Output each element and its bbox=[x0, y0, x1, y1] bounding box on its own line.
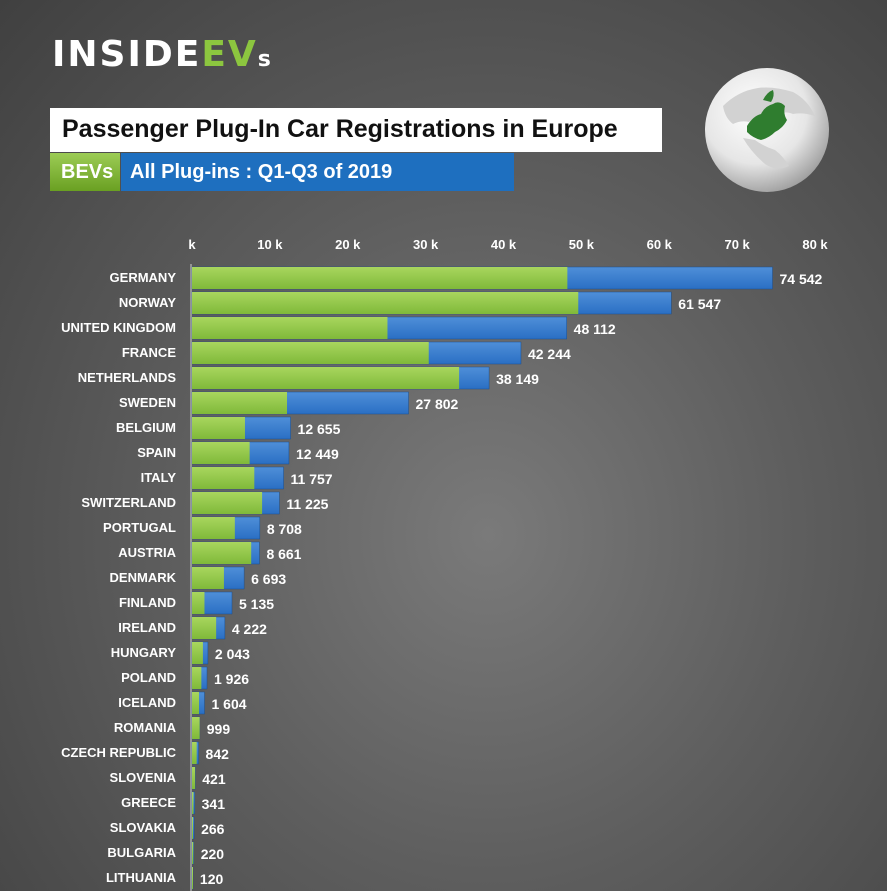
category-label: NORWAY bbox=[119, 295, 176, 310]
x-tick-label: 20 k bbox=[335, 237, 361, 252]
bev-bar bbox=[192, 617, 217, 639]
data-label: 341 bbox=[202, 796, 226, 812]
x-tick-label: 50 k bbox=[569, 237, 595, 252]
europe-globe-icon bbox=[705, 68, 829, 192]
bev-bar bbox=[192, 667, 202, 689]
data-label: 999 bbox=[207, 721, 231, 737]
data-label: 6 693 bbox=[251, 571, 286, 587]
bev-bar bbox=[192, 317, 388, 339]
data-label: 11 225 bbox=[286, 496, 328, 512]
category-label: SLOVAKIA bbox=[110, 820, 177, 835]
data-label: 842 bbox=[206, 746, 230, 762]
data-label: 27 802 bbox=[416, 396, 459, 412]
logo-main-text: INSIDE bbox=[52, 34, 202, 75]
data-label: 12 655 bbox=[298, 421, 341, 437]
category-label: HUNGARY bbox=[111, 645, 177, 660]
bev-bar bbox=[192, 517, 235, 539]
category-label: POLAND bbox=[121, 670, 176, 685]
data-label: 42 244 bbox=[528, 346, 571, 362]
legend-all-plugins: All Plug-ins : Q1-Q3 of 2019 bbox=[121, 153, 514, 191]
x-tick-label: 60 k bbox=[647, 237, 673, 252]
data-label: 5 135 bbox=[239, 596, 274, 612]
data-label: 220 bbox=[201, 846, 225, 862]
data-label: 74 542 bbox=[779, 271, 822, 287]
bev-bar bbox=[192, 817, 193, 839]
bev-bar bbox=[192, 767, 196, 789]
category-label: BULGARIA bbox=[107, 845, 176, 860]
category-label: LITHUANIA bbox=[106, 870, 177, 885]
data-label: 2 043 bbox=[215, 646, 250, 662]
category-label: ITALY bbox=[141, 470, 177, 485]
data-label: 38 149 bbox=[496, 371, 539, 387]
logo-s-text: s bbox=[257, 47, 273, 72]
bev-bar bbox=[192, 742, 197, 764]
category-label: IRELAND bbox=[118, 620, 176, 635]
insideevs-logo: INSIDEEVs bbox=[52, 34, 273, 75]
chart-title: Passenger Plug-In Car Registrations in E… bbox=[50, 108, 662, 152]
data-label: 48 112 bbox=[574, 321, 616, 337]
bev-bar bbox=[192, 367, 460, 389]
category-label: FRANCE bbox=[122, 345, 176, 360]
category-label: FINLAND bbox=[119, 595, 176, 610]
bev-bar bbox=[192, 492, 263, 514]
data-label: 266 bbox=[201, 821, 225, 837]
data-label: 8 661 bbox=[266, 546, 301, 562]
bev-bar bbox=[192, 842, 194, 864]
category-label: PORTUGAL bbox=[103, 520, 176, 535]
data-label: 12 449 bbox=[296, 446, 339, 462]
bev-bar bbox=[192, 567, 224, 589]
data-label: 421 bbox=[202, 771, 226, 787]
x-tick-label: 70 k bbox=[724, 237, 750, 252]
category-label: SLOVENIA bbox=[110, 770, 177, 785]
bev-bar bbox=[192, 592, 205, 614]
category-label: SWEDEN bbox=[119, 395, 176, 410]
bev-bar bbox=[192, 267, 568, 289]
category-label: GREECE bbox=[121, 795, 176, 810]
x-tick-label: 80 k bbox=[802, 237, 828, 252]
category-label: DENMARK bbox=[110, 570, 177, 585]
bev-bar bbox=[192, 467, 255, 489]
category-label: CZECH REPUBLIC bbox=[61, 745, 176, 760]
logo-ev-text: EV bbox=[201, 34, 258, 75]
data-label: 8 708 bbox=[267, 521, 302, 537]
bev-bar bbox=[192, 292, 579, 314]
category-label: SPAIN bbox=[137, 445, 176, 460]
category-label: NETHERLANDS bbox=[78, 370, 177, 385]
x-tick-label: 30 k bbox=[413, 237, 439, 252]
data-label: 120 bbox=[200, 871, 224, 887]
x-tick-label: k bbox=[188, 237, 196, 252]
category-label: BELGIUM bbox=[116, 420, 176, 435]
category-label: ICELAND bbox=[118, 695, 176, 710]
category-label: ROMANIA bbox=[114, 720, 177, 735]
bev-bar bbox=[192, 417, 245, 439]
bev-bar bbox=[192, 867, 193, 889]
category-label: SWITZERLAND bbox=[81, 495, 176, 510]
x-tick-label: 10 k bbox=[257, 237, 283, 252]
bev-bar bbox=[192, 792, 194, 814]
bev-bar bbox=[192, 717, 200, 739]
data-label: 61 547 bbox=[678, 296, 721, 312]
x-tick-label: 40 k bbox=[491, 237, 517, 252]
bev-bar bbox=[192, 542, 252, 564]
category-label: AUSTRIA bbox=[118, 545, 176, 560]
bev-bar bbox=[192, 692, 200, 714]
data-label: 11 757 bbox=[291, 471, 333, 487]
data-label: 4 222 bbox=[232, 621, 267, 637]
data-label: 1 604 bbox=[211, 696, 246, 712]
bev-bar bbox=[192, 392, 288, 414]
bev-bar bbox=[192, 342, 429, 364]
bev-bar bbox=[192, 642, 203, 664]
legend-bevs: BEVs bbox=[50, 153, 120, 191]
category-label: UNITED KINGDOM bbox=[61, 320, 176, 335]
data-label: 1 926 bbox=[214, 671, 249, 687]
bev-bar bbox=[192, 442, 250, 464]
category-label: GERMANY bbox=[110, 270, 177, 285]
